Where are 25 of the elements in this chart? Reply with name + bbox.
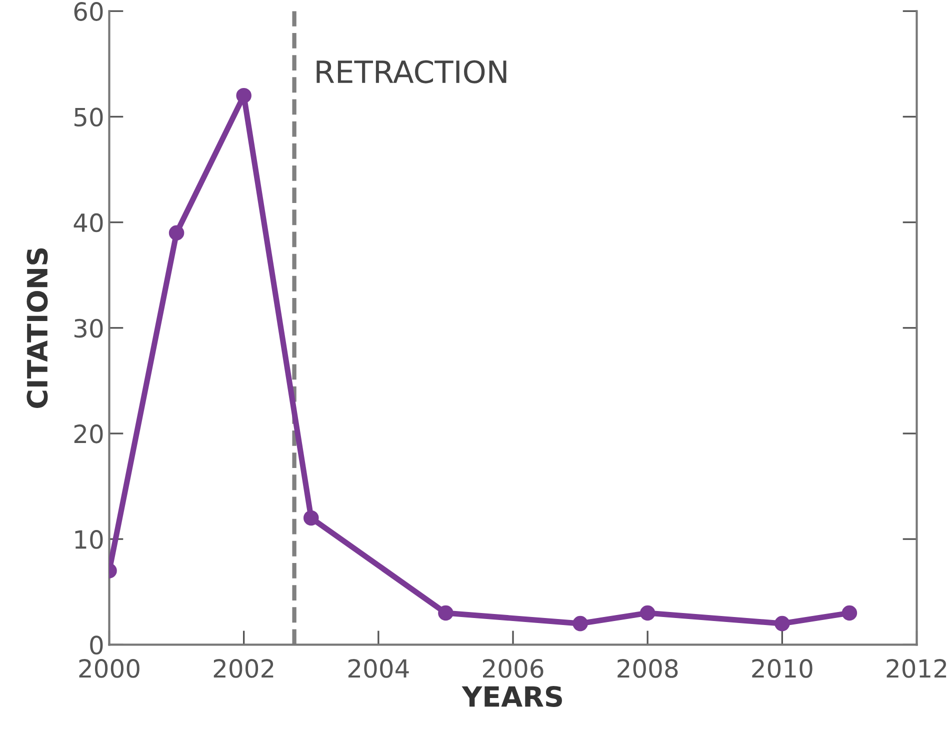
point (774, 616, 790, 632)
y-tick-label: 0 (90, 636, 103, 655)
point (303, 510, 319, 526)
point (168, 225, 184, 240)
y-tick-label: 20 (74, 424, 103, 444)
point (842, 605, 858, 621)
x-tick-label: 2002 (214, 659, 274, 678)
point (236, 88, 252, 104)
y-tick-label: 10 (75, 530, 103, 549)
x-tick-label: 2012 (886, 659, 946, 678)
point (640, 605, 656, 621)
y-tick-label: 40 (74, 213, 103, 232)
x-tick-label: 2004 (348, 659, 409, 678)
x-tick-label: 2010 (752, 659, 812, 678)
x-axis-title: YEARS (462, 686, 562, 708)
x-tick-label: 2000 (79, 659, 140, 678)
ref-line-label: RETRACTION (316, 60, 506, 84)
y-axis-title: CITATIONS (26, 248, 48, 408)
y-tick-label: 60 (74, 2, 103, 21)
point (572, 616, 588, 632)
x-tick-label: 2008 (618, 659, 678, 678)
x-tick-label: 2006 (483, 659, 544, 678)
point (438, 605, 454, 621)
y-tick-label: 30 (74, 318, 103, 338)
y-tick-label: 50 (74, 108, 103, 127)
